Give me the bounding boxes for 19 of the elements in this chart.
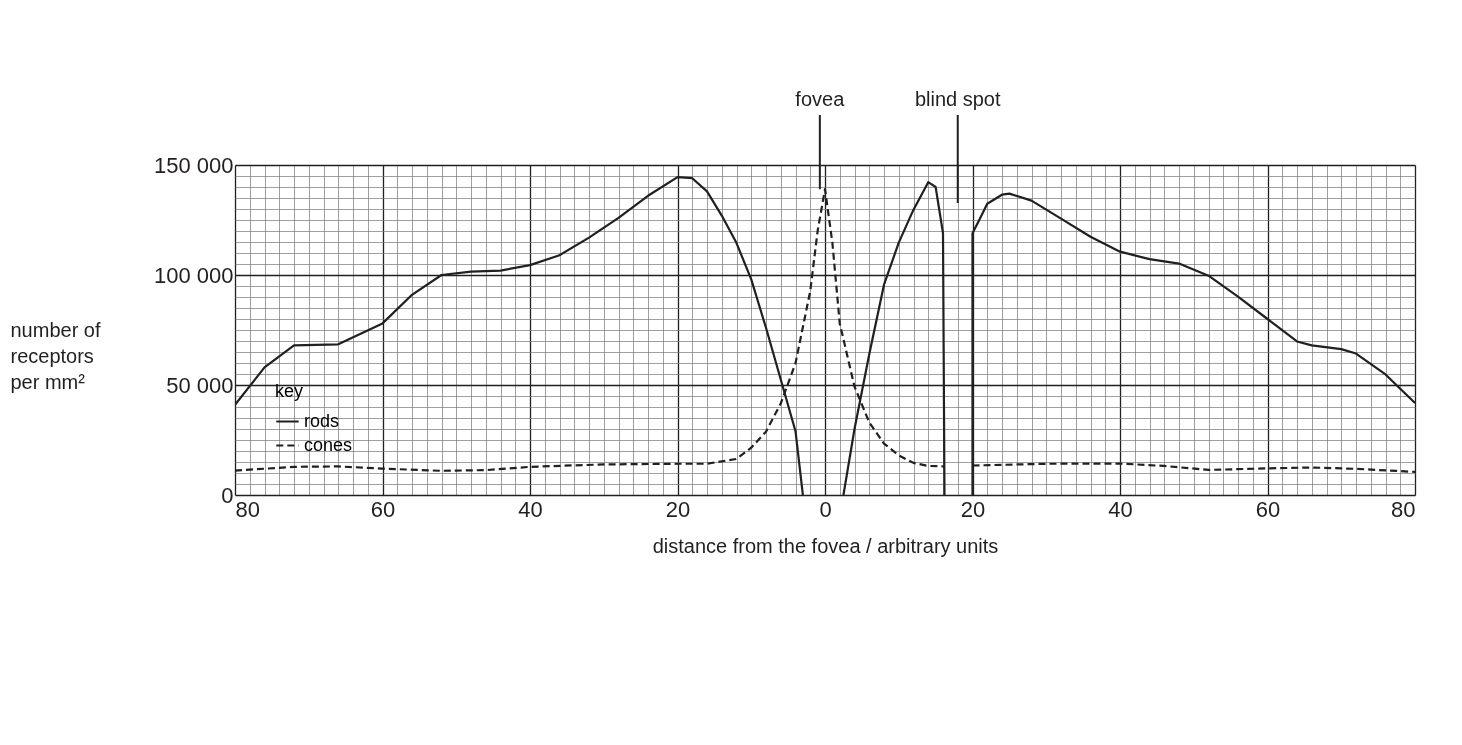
- x-axis-title: distance from the fovea / arbitrary units: [652, 534, 999, 557]
- x-tick-label: 60: [370, 496, 396, 522]
- text: blind spot: [914, 88, 1001, 110]
- x-tick-label: 40: [518, 496, 543, 522]
- x-tick-label: 40: [1108, 496, 1133, 522]
- x-tick-label: 0: [819, 496, 832, 522]
- x-tick-label: 80: [235, 496, 260, 522]
- y-tick-label: 50 000: [166, 372, 234, 398]
- y-axis-title: number of receptors per mm²: [10, 318, 101, 393]
- y-tick-label: 150 000: [153, 152, 234, 178]
- x-tick-label: 20: [665, 496, 691, 522]
- legend-title: key: [275, 381, 304, 401]
- y-tick-label: 100 000: [153, 262, 234, 288]
- legend-label: rods: [304, 410, 340, 431]
- x-tick-label: 20: [960, 496, 986, 522]
- x-tick-label: 80: [1391, 496, 1416, 522]
- x-tick-label: 60: [1255, 496, 1281, 522]
- legend-label: cones: [304, 434, 353, 455]
- annotation: fovea: [795, 88, 846, 110]
